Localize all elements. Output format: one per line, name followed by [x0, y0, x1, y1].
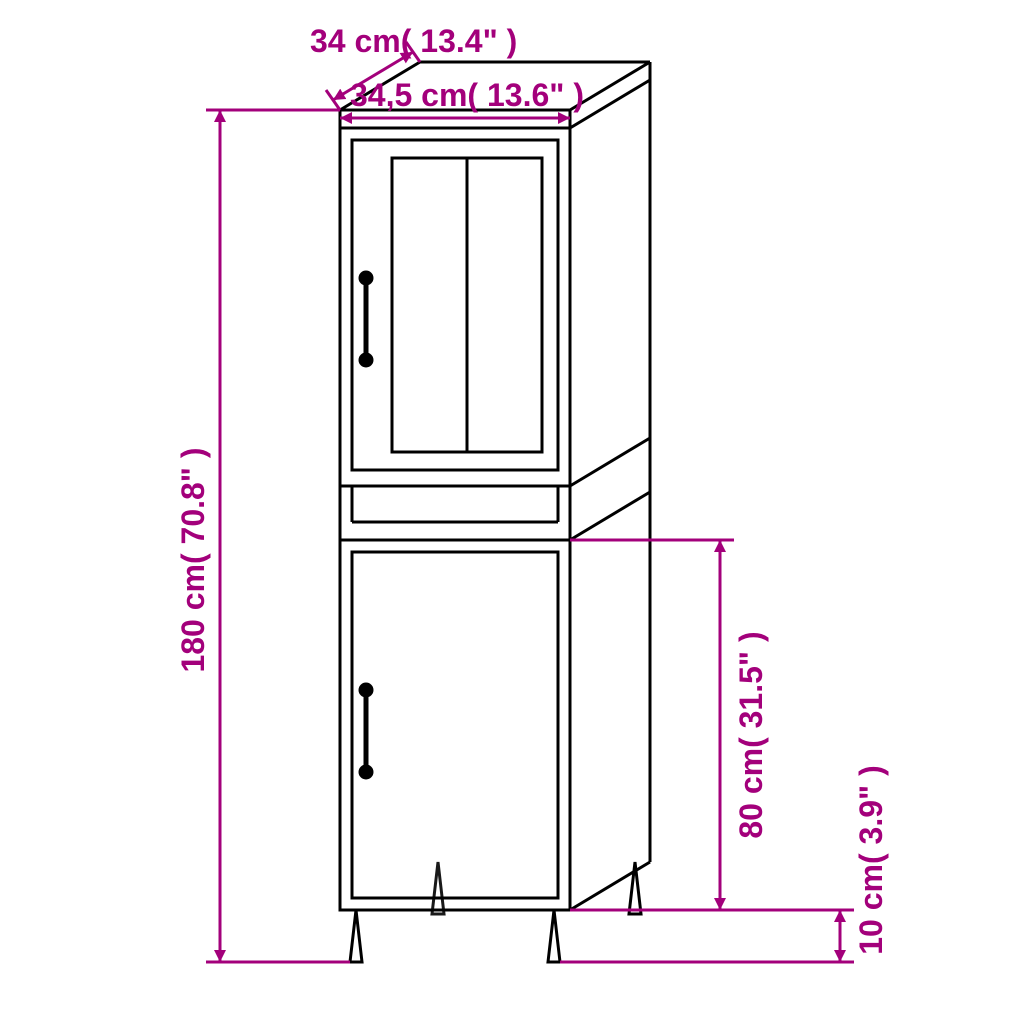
label-depth: 34 cm( 13.4" ) [310, 23, 517, 59]
dimension-height-total [206, 110, 350, 962]
lower-door [352, 552, 558, 898]
lower-door-handle [361, 685, 371, 777]
label-height-total: 180 cm( 70.8" ) [175, 447, 211, 672]
label-height-legs: 10 cm( 3.9" ) [853, 765, 889, 954]
label-width: 34,5 cm( 13.6" ) [350, 77, 584, 113]
legs [350, 862, 641, 962]
upper-door-handle [361, 273, 371, 365]
dimension-height-legs [560, 910, 854, 962]
label-height-lower: 80 cm( 31.5" ) [733, 631, 769, 838]
cabinet-drawing [340, 62, 650, 962]
dimension-height-lower [570, 540, 734, 910]
upper-door [352, 140, 558, 470]
